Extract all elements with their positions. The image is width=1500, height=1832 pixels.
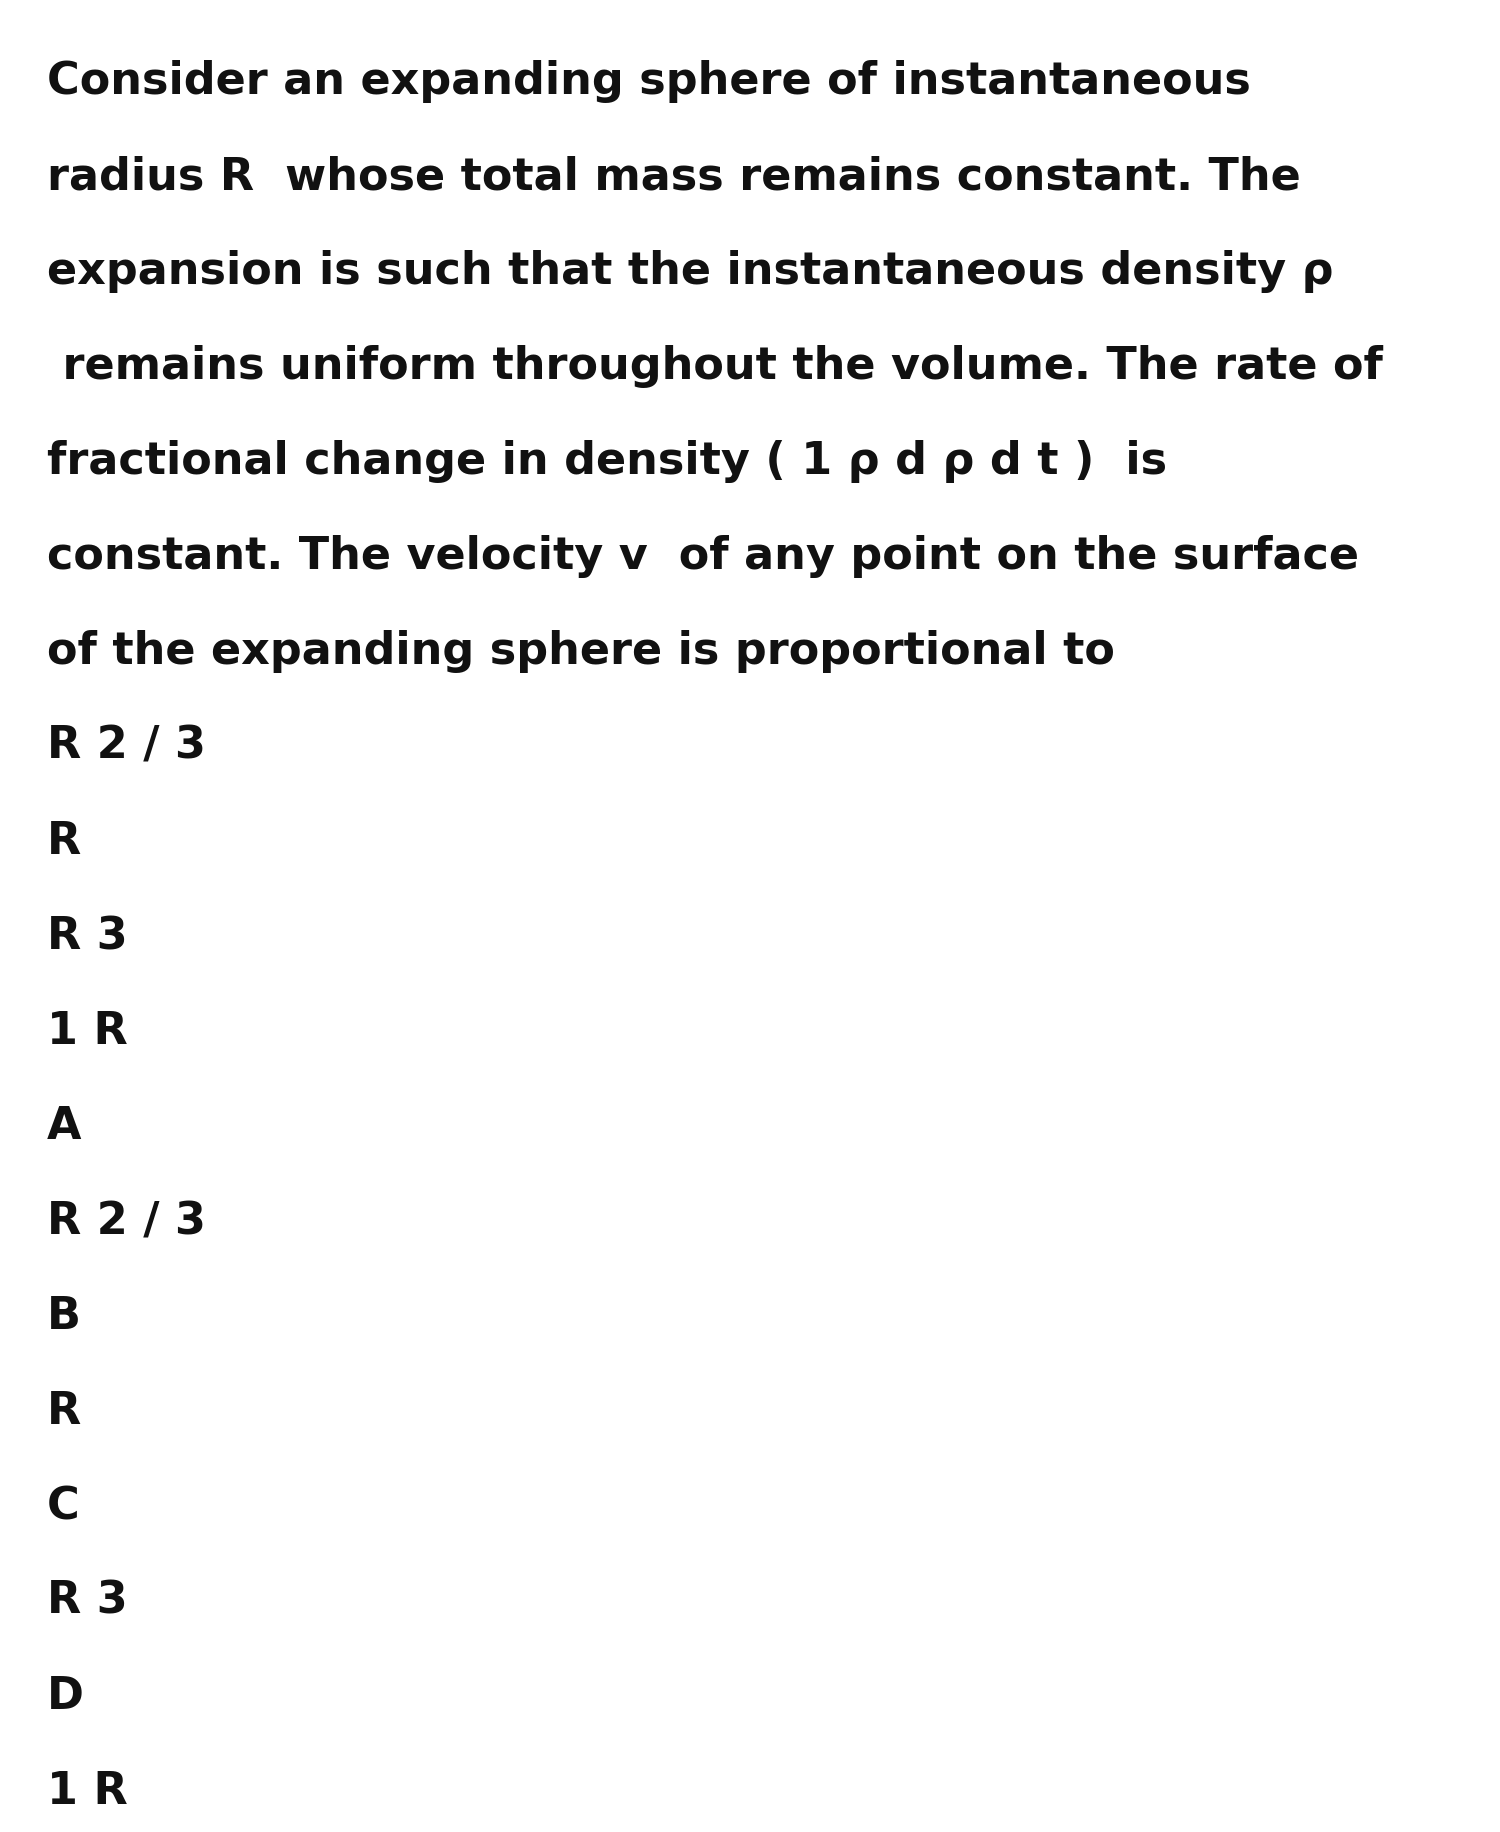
Text: R 3: R 3 — [46, 914, 128, 958]
Text: C: C — [46, 1486, 80, 1528]
Text: remains uniform throughout the volume. The rate of: remains uniform throughout the volume. T… — [46, 344, 1383, 388]
Text: A: A — [46, 1105, 81, 1149]
Text: R: R — [46, 1390, 81, 1433]
Text: R 2 / 3: R 2 / 3 — [46, 725, 206, 768]
Text: 1 R: 1 R — [46, 1009, 128, 1053]
Text: R 2 / 3: R 2 / 3 — [46, 1200, 206, 1242]
Text: 1 R: 1 R — [46, 1770, 128, 1814]
Text: of the expanding sphere is proportional to: of the expanding sphere is proportional … — [46, 630, 1114, 672]
Text: constant. The velocity v  of any point on the surface: constant. The velocity v of any point on… — [46, 535, 1359, 579]
Text: B: B — [46, 1295, 81, 1337]
Text: expansion is such that the instantaneous density ρ: expansion is such that the instantaneous… — [46, 249, 1334, 293]
Text: R 3: R 3 — [46, 1579, 128, 1623]
Text: R: R — [46, 821, 81, 863]
Text: Consider an expanding sphere of instantaneous: Consider an expanding sphere of instanta… — [46, 60, 1251, 103]
Text: fractional change in density ( 1 ρ d ρ d t )  is: fractional change in density ( 1 ρ d ρ d… — [46, 440, 1167, 484]
Text: D: D — [46, 1674, 84, 1718]
Text: radius R  whose total mass remains constant. The: radius R whose total mass remains consta… — [46, 156, 1300, 198]
